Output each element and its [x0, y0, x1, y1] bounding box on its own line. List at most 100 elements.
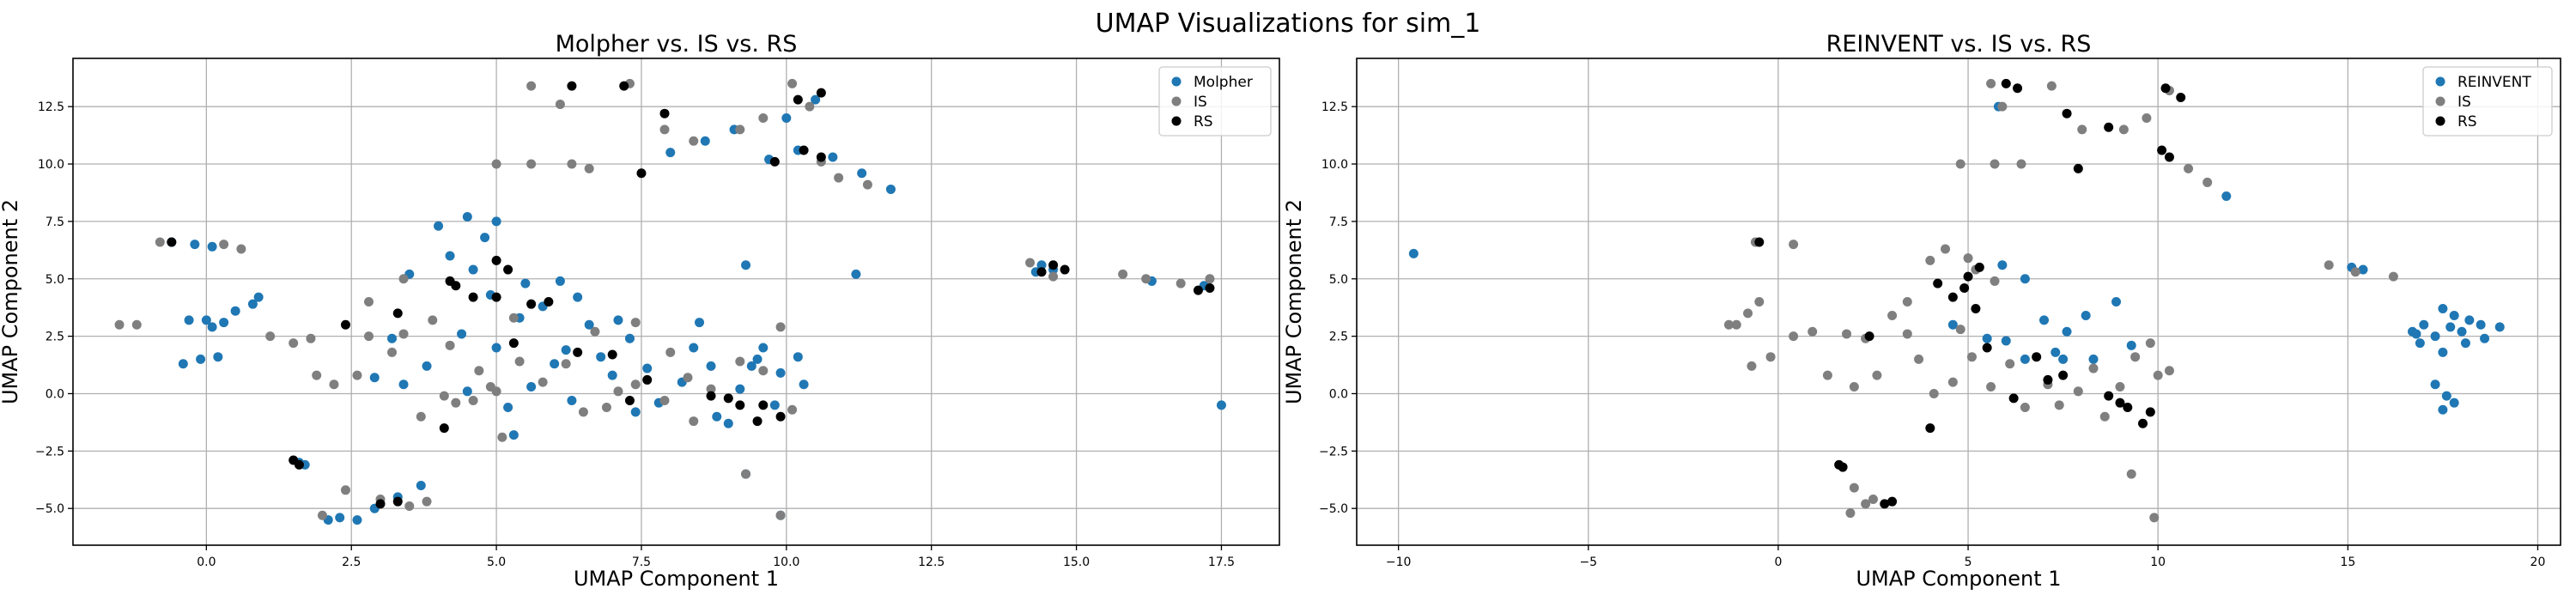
point-molpher: [434, 221, 444, 231]
point-molpher: [561, 345, 571, 355]
point-is: [1947, 377, 1958, 387]
point-is: [1887, 311, 1898, 321]
point-rs: [491, 255, 501, 265]
point-is: [735, 124, 745, 135]
point-is: [2118, 124, 2129, 135]
point-reinvent: [2088, 354, 2099, 364]
point-is: [497, 432, 507, 442]
point-molpher: [799, 379, 809, 390]
point-is: [2202, 177, 2213, 187]
x-tick-label: 10.0: [773, 555, 799, 569]
point-reinvent: [2457, 326, 2467, 337]
point-is: [422, 496, 432, 507]
point-molpher: [695, 318, 705, 328]
point-reinvent: [2419, 319, 2429, 330]
point-rs: [2160, 83, 2171, 94]
point-is: [1963, 253, 1973, 264]
point-is: [1743, 308, 1753, 319]
point-molpher: [335, 513, 345, 523]
series-rs: [167, 81, 1215, 509]
legend-marker-is: [2435, 96, 2445, 106]
y-tick-label: 10.0: [38, 158, 64, 172]
point-is: [2324, 260, 2334, 270]
x-tick-label: 5: [1965, 555, 1972, 569]
point-is: [306, 333, 316, 343]
point-reinvent: [2126, 340, 2136, 350]
point-is: [2020, 403, 2030, 413]
x-ticks: 0.0 2.5 5.0 7.5 10.0 12.5 15.0 17.5: [197, 545, 1235, 569]
point-is: [1902, 329, 1912, 339]
point-rs: [294, 459, 304, 470]
point-is: [526, 81, 537, 91]
series-rs: [1754, 78, 2186, 509]
point-is: [1176, 278, 1186, 288]
point-molpher: [735, 384, 745, 394]
point-rs: [544, 297, 554, 307]
point-rs: [2001, 78, 2011, 88]
point-is: [1025, 258, 1036, 268]
point-is: [787, 404, 798, 415]
point-reinvent: [1982, 333, 1992, 343]
point-is: [775, 510, 786, 520]
point-rs: [758, 400, 769, 410]
point-molpher: [630, 407, 641, 417]
legend-marker-reinvent: [2435, 76, 2445, 87]
point-rs: [439, 423, 449, 434]
point-molpher: [480, 233, 490, 243]
point-rs: [706, 391, 716, 401]
point-rs: [2138, 418, 2148, 428]
point-is: [1754, 297, 1765, 307]
point-is: [1955, 159, 1965, 169]
point-rs: [752, 416, 762, 427]
point-rs: [619, 81, 629, 91]
point-rs: [2032, 352, 2042, 362]
point-is: [834, 173, 844, 183]
point-molpher: [445, 251, 455, 261]
point-is: [2073, 386, 2083, 397]
panel-title: REINVENT vs. IS vs. RS: [1826, 31, 2092, 58]
point-rs: [451, 281, 461, 291]
point-is: [659, 124, 670, 135]
point-is: [363, 297, 374, 307]
point-rs: [2115, 398, 2125, 408]
point-molpher: [352, 515, 362, 525]
y-axis-label: UMAP Component 2: [1282, 199, 1306, 404]
point-is: [289, 338, 299, 349]
point-reinvent: [2476, 319, 2486, 330]
x-tick-label: 0.0: [197, 555, 216, 569]
point-is: [567, 159, 577, 169]
point-molpher: [207, 241, 217, 252]
point-is: [1914, 354, 1924, 364]
point-is: [2350, 267, 2360, 277]
point-is: [317, 510, 327, 520]
point-molpher: [723, 418, 733, 428]
point-rs: [1982, 343, 1992, 353]
plot-area: [73, 58, 1279, 545]
legend-marker-rs: [2435, 116, 2445, 126]
y-tick-label: 0.0: [1329, 387, 1348, 401]
point-is: [2153, 370, 2163, 380]
point-is: [1861, 499, 1871, 509]
point-rs: [659, 108, 670, 118]
legend-label-reinvent: REINVENT: [2458, 74, 2531, 91]
point-is: [329, 379, 339, 390]
point-molpher: [491, 343, 501, 353]
x-tick-label: 20: [2530, 555, 2546, 569]
point-is: [2164, 366, 2174, 376]
point-rs: [1048, 260, 1059, 270]
y-tick-label: 5.0: [1329, 273, 1348, 287]
point-rs: [735, 400, 745, 410]
point-molpher: [665, 148, 676, 158]
point-is: [1997, 101, 2008, 112]
point-rs: [1974, 262, 1984, 272]
point-reinvent: [2081, 311, 2091, 321]
point-is: [1842, 329, 1852, 339]
point-is: [428, 315, 438, 325]
point-reinvent: [1997, 260, 2008, 270]
point-is: [862, 179, 872, 190]
point-rs: [1205, 282, 1215, 293]
point-is: [312, 370, 322, 380]
point-molpher: [752, 354, 762, 364]
point-is: [340, 485, 350, 495]
point-rs: [392, 308, 403, 319]
